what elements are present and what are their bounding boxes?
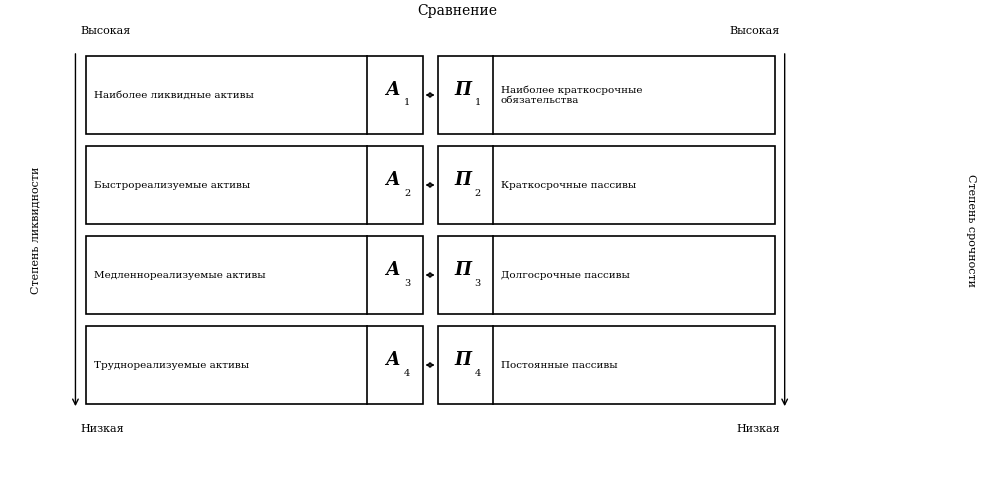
- Text: Труднореализуемые активы: Труднореализуемые активы: [94, 360, 248, 370]
- Text: Низкая: Низкая: [736, 424, 780, 434]
- Bar: [86, 236, 423, 314]
- Text: Краткосрочные пассивы: Краткосрочные пассивы: [501, 181, 636, 190]
- Text: А: А: [384, 351, 399, 369]
- Text: Высокая: Высокая: [80, 26, 131, 36]
- Text: Низкая: Низкая: [80, 424, 124, 434]
- Bar: [86, 326, 423, 404]
- Bar: [438, 236, 775, 314]
- Text: Высокая: Высокая: [729, 26, 780, 36]
- Text: Долгосрочные пассивы: Долгосрочные пассивы: [501, 271, 630, 279]
- Text: А: А: [384, 81, 399, 99]
- Text: 3: 3: [475, 278, 481, 288]
- Bar: [86, 56, 423, 134]
- Text: 3: 3: [404, 278, 410, 288]
- Text: 4: 4: [475, 369, 481, 378]
- Text: П: П: [454, 81, 471, 99]
- Text: Медленнореализуемые активы: Медленнореализуемые активы: [94, 271, 266, 279]
- Text: Степень ликвидности: Степень ликвидности: [30, 166, 40, 294]
- Text: 2: 2: [475, 189, 481, 197]
- Bar: [438, 326, 775, 404]
- Text: П: П: [454, 261, 471, 279]
- Text: П: П: [454, 351, 471, 369]
- Text: 4: 4: [404, 369, 410, 378]
- Text: П: П: [454, 171, 471, 189]
- Text: Постоянные пассивы: Постоянные пассивы: [501, 360, 618, 370]
- Text: Сравнение: Сравнение: [417, 4, 498, 18]
- Bar: [438, 56, 775, 134]
- Text: Наиболее краткосрочные
обязательства: Наиболее краткосрочные обязательства: [501, 85, 643, 105]
- Text: Степень срочности: Степень срочности: [966, 173, 976, 287]
- Bar: [438, 146, 775, 224]
- Text: А: А: [384, 171, 399, 189]
- Bar: [86, 146, 423, 224]
- Text: А: А: [384, 261, 399, 279]
- Text: 2: 2: [404, 189, 410, 197]
- Text: Наиболее ликвидные активы: Наиболее ликвидные активы: [94, 90, 254, 100]
- Text: Быстрореализуемые активы: Быстрореализуемые активы: [94, 181, 249, 190]
- Text: 1: 1: [404, 99, 410, 108]
- Text: 1: 1: [475, 99, 481, 108]
